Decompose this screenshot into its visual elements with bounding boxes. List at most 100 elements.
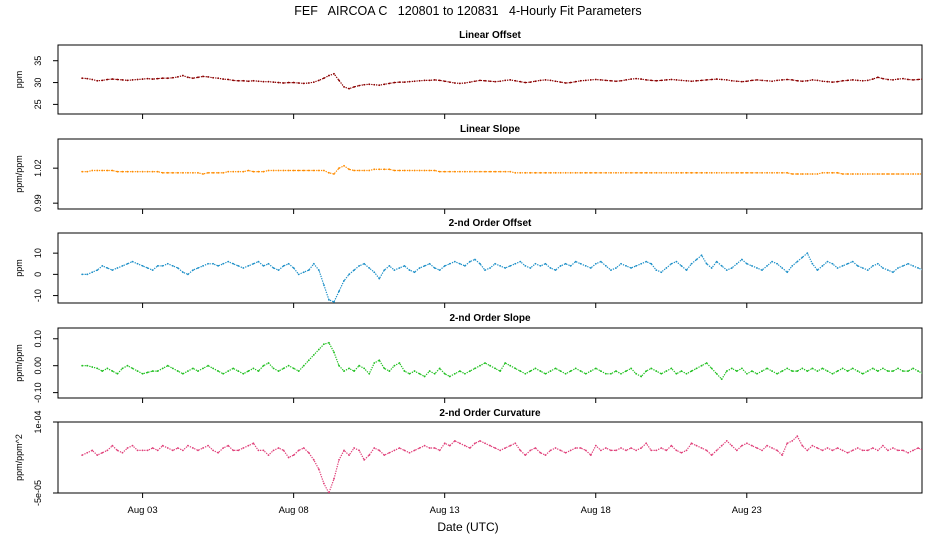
data-point	[917, 173, 920, 175]
data-point	[871, 173, 874, 175]
data-point	[393, 364, 396, 367]
data-point	[247, 169, 250, 172]
y-tick-label: 1e-04	[33, 410, 43, 433]
data-point	[267, 262, 270, 265]
data-point	[106, 449, 109, 452]
data-point	[484, 79, 486, 82]
data-point	[851, 79, 854, 81]
data-point	[725, 79, 728, 81]
data-point	[584, 449, 587, 452]
data-point	[846, 370, 849, 372]
data-point	[292, 169, 295, 172]
data-point	[680, 451, 683, 454]
data-point	[307, 82, 310, 84]
data-point	[826, 260, 829, 263]
data-point	[484, 442, 486, 445]
series-points	[81, 164, 920, 175]
data-point	[519, 80, 522, 83]
data-point	[353, 169, 356, 172]
data-point	[902, 370, 904, 372]
data-point	[892, 173, 894, 175]
data-point	[338, 458, 340, 461]
data-point	[781, 79, 784, 81]
data-point	[892, 370, 894, 372]
y-tick-label: 35	[33, 56, 43, 66]
data-point	[322, 482, 325, 485]
data-point	[302, 169, 305, 172]
y-tick-label: -5e-05	[33, 480, 43, 506]
data-point	[474, 170, 476, 173]
data-point	[101, 79, 104, 82]
data-point	[564, 451, 567, 454]
data-point	[776, 372, 779, 375]
data-point	[740, 258, 743, 261]
data-point	[620, 171, 622, 174]
data-point	[861, 449, 864, 452]
data-point	[751, 79, 753, 82]
data-point	[101, 451, 104, 454]
data-point	[836, 370, 839, 372]
data-point	[262, 80, 265, 83]
data-point	[403, 264, 406, 267]
data-point	[791, 370, 794, 372]
data-point	[811, 367, 814, 370]
data-point	[730, 79, 733, 82]
data-point	[564, 372, 567, 375]
data-point	[383, 367, 386, 370]
data-point	[131, 170, 134, 173]
data-point	[660, 271, 663, 274]
data-point	[146, 267, 149, 269]
data-point	[695, 367, 698, 370]
data-point	[489, 364, 491, 367]
data-point	[579, 171, 582, 174]
data-point	[534, 171, 537, 174]
data-point	[821, 171, 824, 174]
data-point	[811, 79, 814, 81]
data-point	[212, 449, 215, 452]
data-point	[690, 171, 693, 174]
data-point	[876, 449, 879, 452]
data-point	[484, 269, 486, 272]
data-point	[141, 372, 144, 375]
y-axis-label: ppm/ppm	[14, 344, 24, 382]
data-point	[187, 370, 189, 372]
data-point	[927, 370, 929, 372]
data-point	[151, 269, 154, 272]
data-point	[187, 273, 189, 276]
x-tick-label: Aug 03	[128, 505, 158, 516]
data-point	[534, 262, 537, 265]
data-point	[192, 447, 194, 449]
panel-2-nd-order-offset: 2-nd Order Offset ppm -10 0 10	[14, 218, 923, 308]
data-point	[474, 367, 476, 370]
data-point	[610, 269, 612, 272]
data-point	[594, 444, 597, 447]
data-point	[136, 370, 139, 372]
data-point	[589, 454, 592, 457]
data-point	[524, 264, 527, 267]
data-point	[242, 447, 245, 449]
data-point	[539, 79, 542, 82]
data-point	[932, 450, 934, 452]
data-point	[126, 262, 129, 265]
data-point	[791, 440, 794, 442]
data-point	[262, 264, 265, 267]
data-point	[156, 77, 159, 80]
data-point	[866, 173, 869, 175]
data-point	[751, 444, 753, 447]
data-point	[756, 79, 758, 81]
data-point	[725, 370, 728, 372]
data-point	[740, 367, 743, 370]
data-point	[519, 260, 522, 263]
data-point	[897, 449, 899, 452]
data-point	[242, 267, 245, 269]
data-point	[418, 169, 421, 172]
data-point	[464, 82, 466, 84]
data-point	[192, 367, 194, 370]
data-point	[202, 447, 204, 449]
data-point	[111, 370, 114, 372]
data-point	[146, 449, 149, 452]
data-point	[912, 264, 915, 267]
data-point	[574, 171, 577, 174]
data-point	[816, 269, 819, 272]
data-point	[826, 171, 829, 174]
